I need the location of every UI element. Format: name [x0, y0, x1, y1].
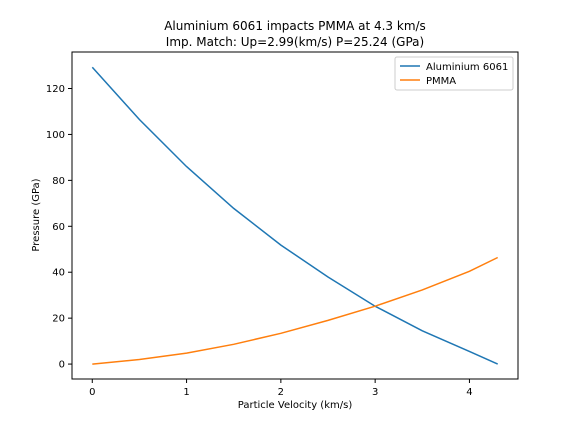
x-tick-label: 0 — [89, 387, 95, 398]
y-tick-label: 120 — [46, 84, 65, 95]
x-tick-label: 4 — [466, 387, 472, 398]
legend-label-aluminium: Aluminium 6061 — [426, 62, 508, 73]
x-tick-label: 2 — [278, 387, 284, 398]
x-axis-label: Particle Velocity (km/s) — [238, 400, 353, 411]
series-line-aluminium-6061 — [91, 66, 499, 365]
y-tick-label: 0 — [59, 360, 65, 371]
chart-subtitle: Imp. Match: Up=2.99(km/s) P=25.24 (GPa) — [166, 35, 424, 49]
y-tick-label: 60 — [52, 222, 65, 233]
y-tick-label: 100 — [46, 130, 65, 141]
plot-frame — [71, 51, 519, 380]
series-line-pmma — [92, 256, 499, 365]
y-tick-label: 80 — [52, 176, 65, 187]
x-tick-label: 1 — [183, 387, 189, 398]
chart-title: Aluminium 6061 impacts PMMA at 4.3 km/s — [164, 19, 426, 33]
x-tick-label: 3 — [372, 387, 378, 398]
y-axis-label: Pressure (GPa) — [31, 178, 42, 251]
legend-label-pmma: PMMA — [426, 76, 456, 87]
y-tick-label: 20 — [52, 314, 65, 325]
legend-box — [394, 56, 514, 91]
y-tick-label: 40 — [52, 268, 65, 279]
legend: Aluminium 6061 PMMA — [394, 56, 514, 91]
